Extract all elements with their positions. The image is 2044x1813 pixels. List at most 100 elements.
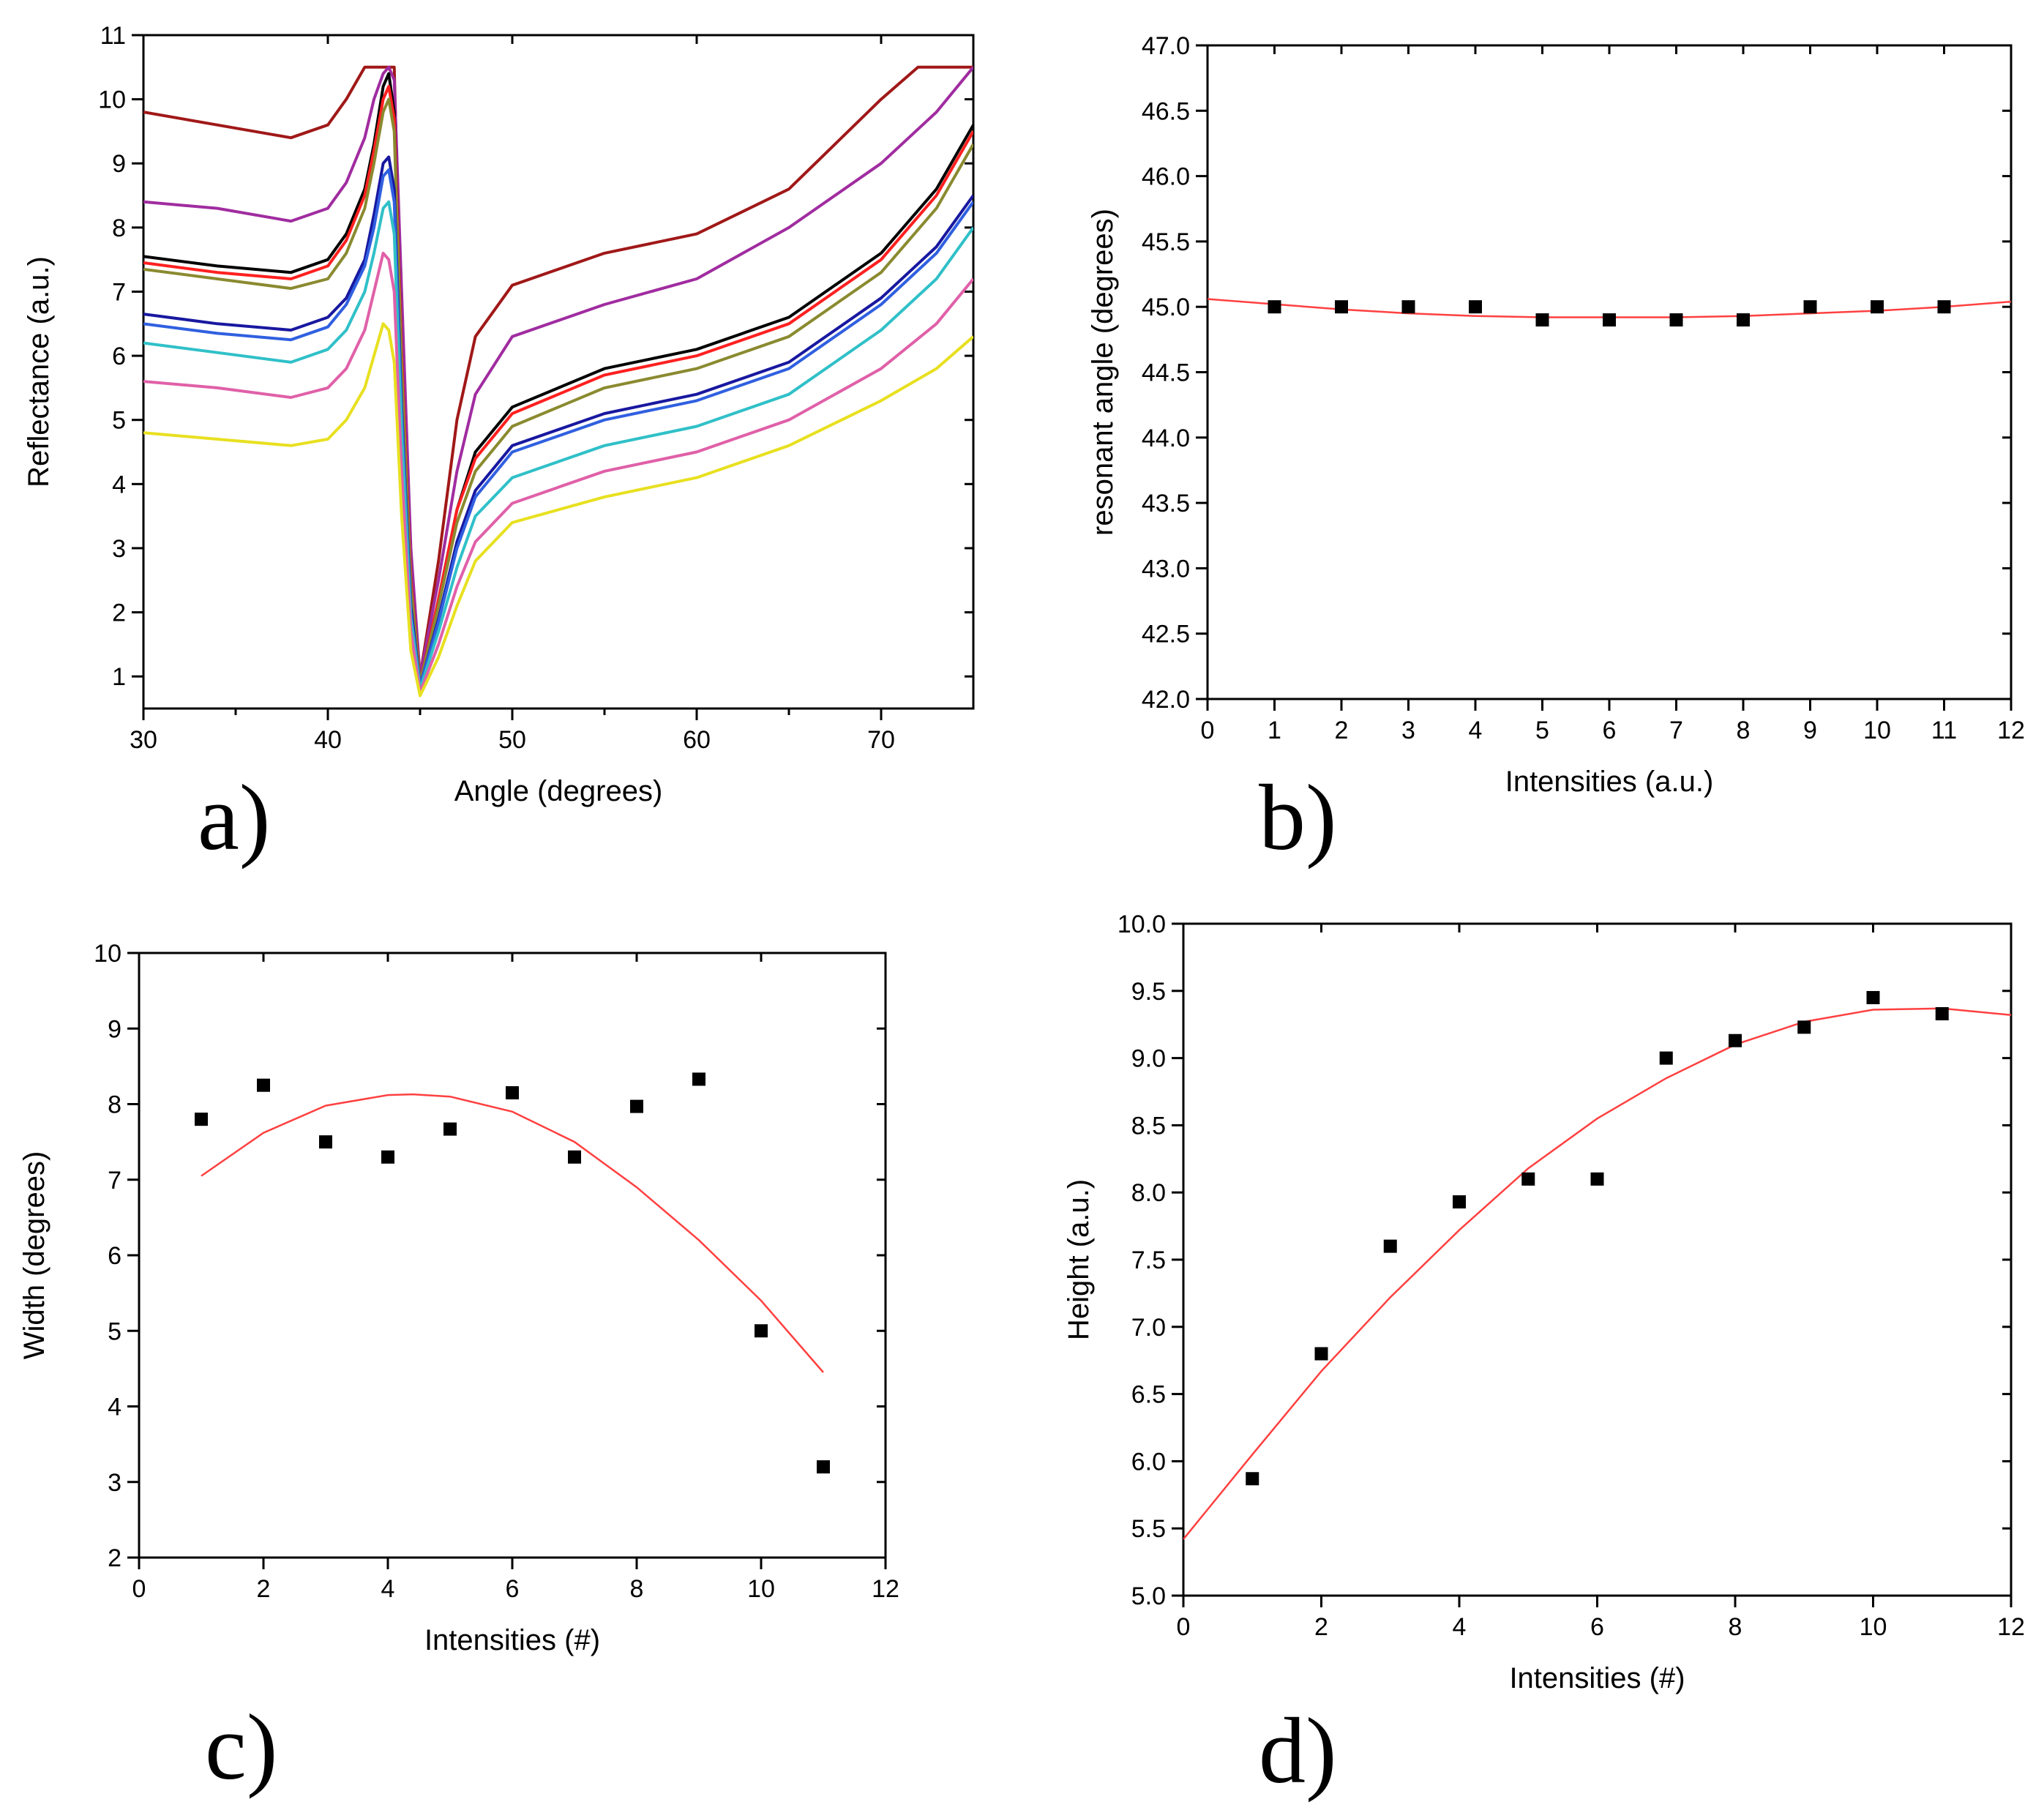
- x-tick-label: 10: [747, 1575, 775, 1603]
- data-point: [1803, 300, 1817, 314]
- y-tick-label: 47.0: [1142, 32, 1190, 60]
- y-tick-label: 8.0: [1131, 1179, 1166, 1207]
- data-point: [1866, 990, 1880, 1004]
- data-point: [1246, 1472, 1259, 1486]
- y-tick-label: 44.0: [1142, 425, 1190, 452]
- x-tick-label: 6: [506, 1575, 520, 1603]
- x-tick-label: 8: [1737, 717, 1751, 744]
- y-tick-label: 11: [100, 22, 126, 50]
- y-tick-label: 9.0: [1131, 1045, 1166, 1073]
- x-tick-label: 11: [1931, 717, 1957, 744]
- data-point: [1383, 1239, 1397, 1253]
- x-tick-label: 0: [132, 1575, 146, 1603]
- y-axis-label: Width (degrees): [18, 1151, 50, 1360]
- data-point: [1935, 1007, 1949, 1021]
- data-point: [195, 1113, 208, 1126]
- y-tick-label: 5.5: [1131, 1515, 1166, 1543]
- x-tick-label: 9: [1803, 717, 1817, 744]
- y-tick-label: 7: [112, 278, 126, 306]
- data-point: [568, 1150, 581, 1164]
- x-tick-label: 30: [130, 726, 157, 754]
- y-tick-label: 5.0: [1131, 1582, 1166, 1610]
- data-point: [1603, 313, 1616, 327]
- x-axis-label: Intensities (a.u.): [1505, 766, 1714, 798]
- panel-label: a): [198, 766, 270, 870]
- y-tick-label: 10.0: [1118, 911, 1166, 938]
- panel-label: d): [1259, 1699, 1337, 1803]
- y-tick-label: 7: [108, 1167, 121, 1195]
- y-tick-label: 9: [112, 150, 126, 178]
- x-tick-label: 6: [1603, 717, 1617, 744]
- y-tick-label: 6: [108, 1242, 121, 1270]
- y-tick-label: 7.0: [1131, 1314, 1166, 1342]
- y-tick-label: 8: [112, 214, 126, 242]
- x-tick-label: 0: [1177, 1613, 1191, 1641]
- panel-label: c): [205, 1695, 277, 1799]
- y-tick-label: 3: [108, 1469, 121, 1497]
- data-point: [1659, 1051, 1673, 1065]
- plot-frame: [142, 34, 975, 710]
- x-tick-label: 0: [1201, 717, 1215, 744]
- x-tick-label: 10: [1860, 1613, 1887, 1641]
- data-point: [1453, 1195, 1466, 1209]
- data-point: [692, 1072, 705, 1086]
- y-tick-label: 6.0: [1131, 1448, 1166, 1476]
- plot-frame: [1182, 922, 2013, 1597]
- y-tick-label: 8: [108, 1091, 121, 1119]
- y-axis-label: Height (a.u.): [1063, 1179, 1095, 1340]
- data-point: [381, 1150, 394, 1164]
- data-point: [319, 1135, 332, 1149]
- series-line-3: [143, 72, 973, 684]
- y-axis-label: resonant angle (degrees): [1087, 209, 1119, 536]
- data-point: [443, 1122, 457, 1136]
- x-tick-label: 4: [1469, 717, 1483, 744]
- plot-area: [143, 65, 973, 698]
- fit-curve: [1183, 1007, 2011, 1540]
- y-tick-label: 45.0: [1142, 294, 1190, 321]
- x-tick-label: 8: [1729, 1613, 1742, 1641]
- y-tick-label: 2: [112, 599, 126, 627]
- y-tick-label: 46.5: [1142, 97, 1190, 125]
- x-tick-label: 4: [1453, 1613, 1467, 1641]
- y-tick-label: 10: [94, 940, 121, 968]
- data-point: [1937, 300, 1951, 314]
- plot-frame: [138, 952, 887, 1559]
- x-tick-label: 7: [1669, 717, 1683, 744]
- y-tick-label: 46.0: [1142, 163, 1190, 191]
- y-tick-label: 7.5: [1131, 1246, 1166, 1274]
- y-tick-label: 5: [112, 407, 126, 435]
- y-tick-label: 4: [108, 1394, 121, 1421]
- fit-curve: [201, 1093, 824, 1373]
- x-axis-label: Intensities (#): [424, 1624, 600, 1656]
- y-tick-label: 3: [112, 535, 126, 563]
- y-tick-label: 1: [112, 663, 126, 691]
- data-point: [1669, 313, 1683, 327]
- x-tick-label: 1: [1268, 717, 1281, 744]
- data-point: [257, 1078, 270, 1092]
- series-line-1: [143, 65, 973, 679]
- data-point: [1729, 1033, 1742, 1047]
- data-point: [1314, 1347, 1328, 1361]
- y-tick-label: 6.5: [1131, 1381, 1166, 1409]
- data-point: [1401, 300, 1415, 314]
- x-tick-label: 5: [1535, 717, 1549, 744]
- y-tick-label: 45.5: [1142, 228, 1190, 256]
- x-tick-label: 50: [498, 726, 526, 754]
- x-axis-label: Intensities (#): [1509, 1662, 1685, 1694]
- data-point: [1268, 300, 1281, 314]
- x-tick-label: 8: [630, 1575, 644, 1603]
- y-tick-label: 4: [112, 471, 126, 498]
- x-tick-label: 4: [381, 1575, 395, 1603]
- y-tick-label: 9: [108, 1015, 121, 1043]
- data-point: [1335, 300, 1348, 314]
- data-point: [1871, 300, 1884, 314]
- y-tick-label: 5: [108, 1317, 121, 1345]
- series-line-7: [143, 168, 973, 688]
- y-tick-label: 42.0: [1142, 686, 1190, 714]
- chart-panel-a: 30 40 50 60 70 1 2 3 4 5 6 7 8 9 10 11 Angle (degrees) Re…: [23, 22, 975, 870]
- chart-panel-d: 0 2 4 6 8 10 12 5.0 5.5 6.0 6.5 7.0 7.5 8.0 8.5 9.0 9.5 1…: [1063, 911, 2025, 1803]
- series-line-6: [143, 155, 973, 688]
- y-tick-label: 10: [98, 86, 126, 114]
- y-tick-label: 2: [108, 1544, 121, 1572]
